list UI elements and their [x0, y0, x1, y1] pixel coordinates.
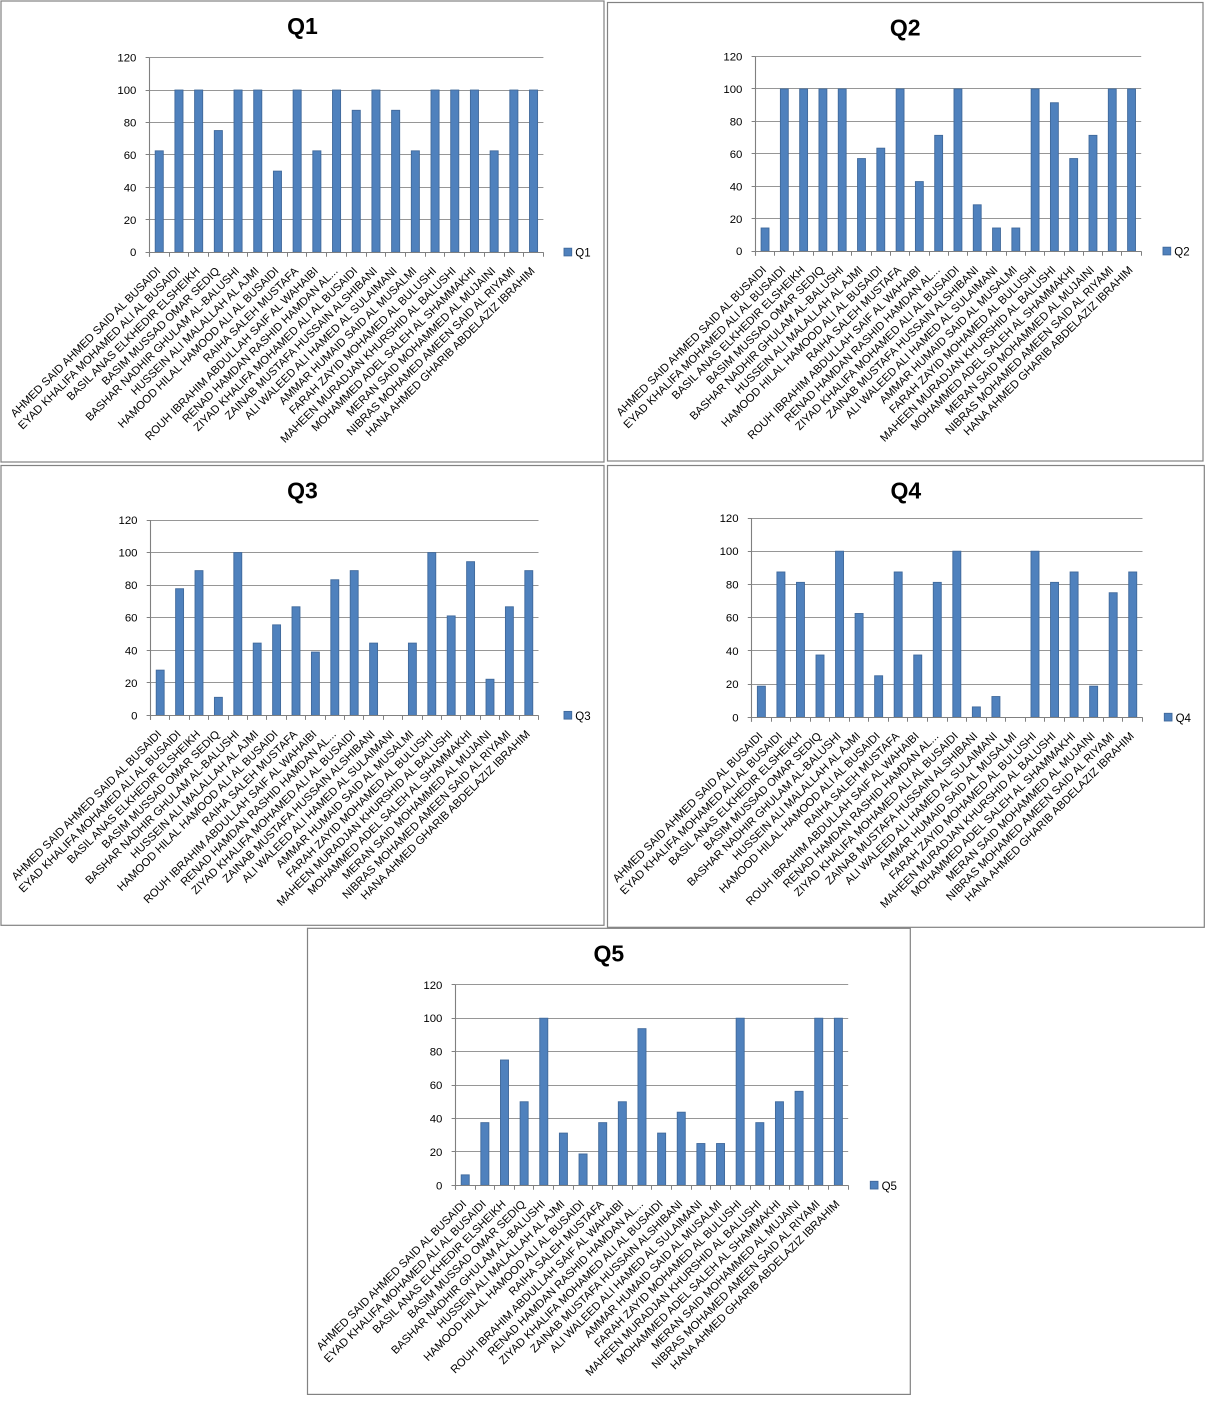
svg-text:60: 60: [124, 150, 137, 162]
svg-text:Q5: Q5: [594, 940, 625, 966]
svg-text:Q3: Q3: [575, 711, 590, 723]
svg-text:0: 0: [732, 712, 738, 724]
svg-text:40: 40: [430, 1113, 443, 1125]
svg-text:120: 120: [117, 53, 136, 65]
svg-text:120: 120: [720, 513, 739, 525]
svg-text:120: 120: [118, 515, 137, 527]
svg-text:120: 120: [723, 52, 742, 64]
svg-text:20: 20: [730, 214, 743, 226]
svg-text:80: 80: [430, 1047, 443, 1059]
svg-text:20: 20: [430, 1147, 443, 1159]
svg-text:60: 60: [125, 613, 138, 625]
svg-text:120: 120: [423, 980, 442, 992]
svg-text:Q4: Q4: [891, 478, 922, 504]
svg-text:100: 100: [423, 1013, 442, 1025]
svg-text:100: 100: [720, 546, 739, 558]
svg-text:40: 40: [125, 645, 138, 657]
svg-text:0: 0: [436, 1180, 442, 1192]
svg-text:100: 100: [118, 548, 137, 560]
svg-text:100: 100: [117, 85, 136, 97]
svg-text:40: 40: [730, 181, 743, 193]
svg-text:0: 0: [130, 247, 136, 259]
svg-text:40: 40: [726, 646, 739, 658]
svg-text:Q2: Q2: [1174, 247, 1189, 259]
svg-text:Q3: Q3: [287, 478, 318, 504]
svg-text:100: 100: [723, 84, 742, 96]
svg-text:Q2: Q2: [890, 15, 921, 41]
svg-text:0: 0: [736, 246, 742, 258]
svg-text:80: 80: [125, 580, 138, 592]
svg-text:Q5: Q5: [882, 1181, 897, 1193]
svg-text:80: 80: [124, 117, 137, 129]
svg-text:20: 20: [124, 215, 137, 227]
svg-text:Q1: Q1: [287, 13, 318, 39]
svg-text:80: 80: [726, 579, 739, 591]
svg-text:40: 40: [124, 182, 137, 194]
svg-text:80: 80: [730, 116, 743, 128]
svg-text:0: 0: [131, 710, 137, 722]
svg-text:20: 20: [125, 678, 138, 690]
svg-text:Q1: Q1: [575, 248, 590, 260]
svg-text:Q4: Q4: [1176, 713, 1192, 725]
svg-text:60: 60: [430, 1080, 443, 1092]
svg-text:20: 20: [726, 679, 739, 691]
svg-text:60: 60: [726, 613, 739, 625]
svg-text:60: 60: [730, 149, 743, 161]
